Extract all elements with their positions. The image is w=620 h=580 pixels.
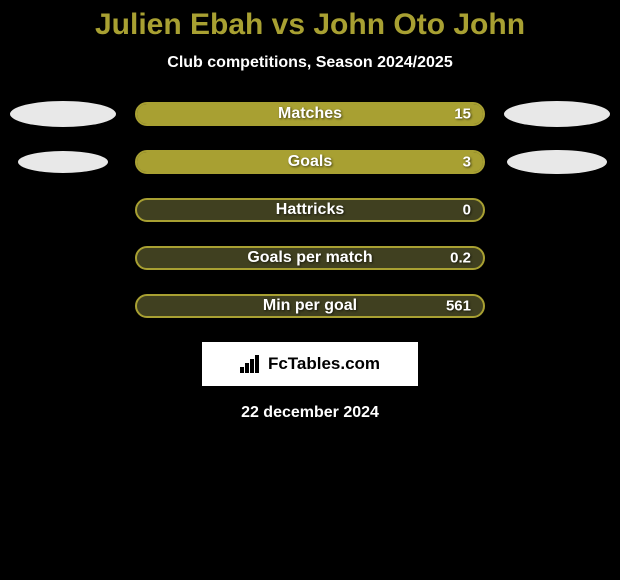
stat-label: Goals per match (247, 249, 372, 267)
stat-label: Goals (288, 153, 332, 171)
stat-value: 0 (463, 202, 471, 219)
chart-icon (240, 355, 262, 373)
right-ellipse (504, 101, 610, 127)
stat-label: Min per goal (263, 297, 357, 315)
stat-bar: Min per goal 561 (135, 294, 485, 318)
stat-value: 561 (446, 298, 471, 315)
brand-box: FcTables.com (202, 342, 418, 386)
brand-text: FcTables.com (268, 354, 380, 374)
stats-rows: Matches 15 Goals 3 Hattricks 0 Goals per match… (0, 102, 620, 318)
left-ellipse (18, 151, 108, 173)
stat-row: Goals 3 (10, 150, 610, 174)
stat-value: 3 (463, 154, 471, 171)
stat-row: Matches 15 (10, 102, 610, 126)
stat-value: 0.2 (450, 250, 471, 267)
left-ellipse (10, 101, 116, 127)
stat-bar: Goals 3 (135, 150, 485, 174)
stat-row: Min per goal 561 (10, 294, 610, 318)
stat-bar: Goals per match 0.2 (135, 246, 485, 270)
stat-row: Hattricks 0 (10, 198, 610, 222)
brand-inner: FcTables.com (240, 354, 380, 374)
stat-bar: Matches 15 (135, 102, 485, 126)
subtitle: Club competitions, Season 2024/2025 (0, 54, 620, 72)
date-line: 22 december 2024 (0, 404, 620, 422)
stat-value: 15 (454, 106, 471, 123)
stat-bar: Hattricks 0 (135, 198, 485, 222)
page-title: Julien Ebah vs John Oto John (0, 0, 620, 42)
stat-row: Goals per match 0.2 (10, 246, 610, 270)
stat-label: Matches (278, 105, 342, 123)
right-ellipse (507, 150, 608, 175)
stat-label: Hattricks (276, 201, 344, 219)
